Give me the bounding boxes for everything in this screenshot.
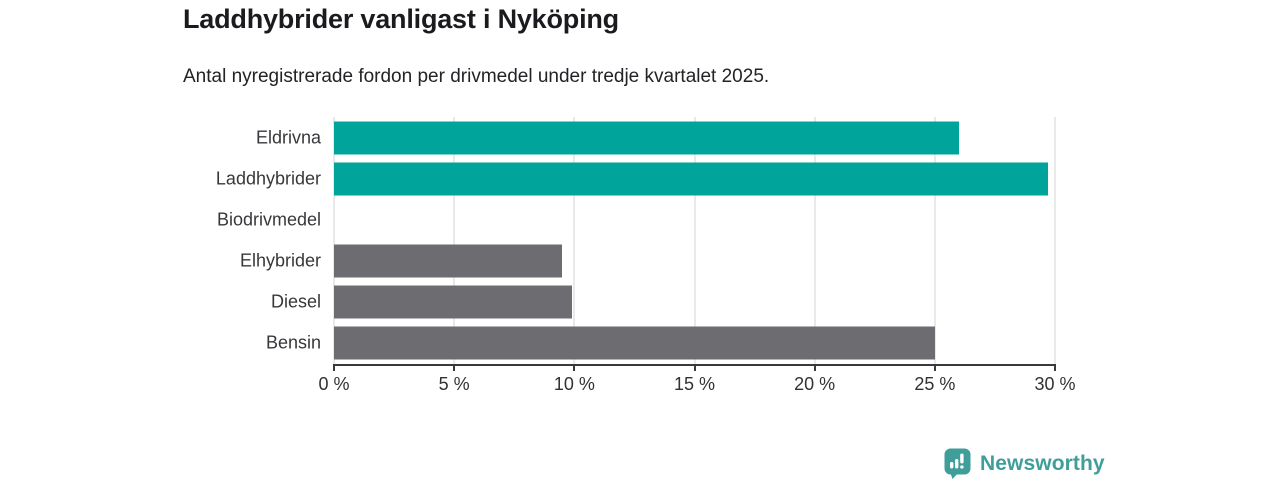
bar (334, 285, 572, 319)
bar-row: Biodrivmedel (217, 199, 1055, 240)
x-axis-tick-label: 20 % (794, 374, 836, 394)
gridline (933, 117, 936, 364)
category-label: Elhybrider (239, 250, 321, 271)
bar-row: Eldrivna (256, 117, 1055, 158)
bar-row: Laddhybrider (216, 158, 1055, 199)
gridline (333, 117, 335, 364)
x-axis-tick-label: 0 % (318, 374, 350, 394)
bar (334, 121, 959, 155)
bar-chart-speech-bubble-icon (944, 448, 971, 479)
x-axis-tick-label: 25 % (914, 374, 956, 394)
x-axis-tick (693, 364, 696, 371)
chart-title: Laddhybrider vanligast i Nyköping (183, 4, 619, 34)
chart-subtitle: Antal nyregistrerade fordon per drivmede… (183, 66, 770, 87)
x-axis-tick-label: 15 % (673, 374, 716, 394)
bar-row: Diesel (271, 282, 1055, 323)
x-axis-tick-label: 10 % (553, 374, 595, 394)
x-axis-tick (573, 364, 576, 371)
x-axis-tick (453, 364, 456, 371)
category-label: Laddhybrider (215, 168, 321, 189)
x-axis-tick (813, 364, 816, 371)
bar-rows: Eldrivna Laddhybrider Biodrivmedel Elhybrid… (216, 117, 1055, 364)
logo-text: Newsworthy (980, 451, 1105, 475)
category-label: Biodrivmedel (216, 209, 321, 230)
bar (334, 162, 1048, 196)
bar-row: Elhybrider (240, 241, 1055, 282)
x-axis-tick-label: 30 % (1034, 374, 1076, 394)
plot-area: Eldrivna Laddhybrider Biodrivmedel Elhybrid… (216, 117, 1076, 394)
category-label: Eldrivna (255, 127, 321, 148)
gridline (453, 117, 456, 364)
gridline (693, 117, 696, 364)
category-label: Bensin (265, 332, 321, 353)
bar-row: Bensin (266, 323, 1055, 364)
x-axis-tick-label: 5 % (438, 374, 470, 394)
x-axis-tick (333, 364, 335, 371)
newsworthy-logo[interactable]: Newsworthy (944, 448, 1105, 479)
category-label: Diesel (270, 291, 321, 312)
gridline (1054, 117, 1056, 364)
bar (334, 326, 935, 360)
gridline (573, 117, 576, 364)
x-axis-tick (933, 364, 936, 371)
gridline (813, 117, 816, 364)
x-axis-tick (1054, 364, 1056, 371)
bar (334, 244, 563, 278)
